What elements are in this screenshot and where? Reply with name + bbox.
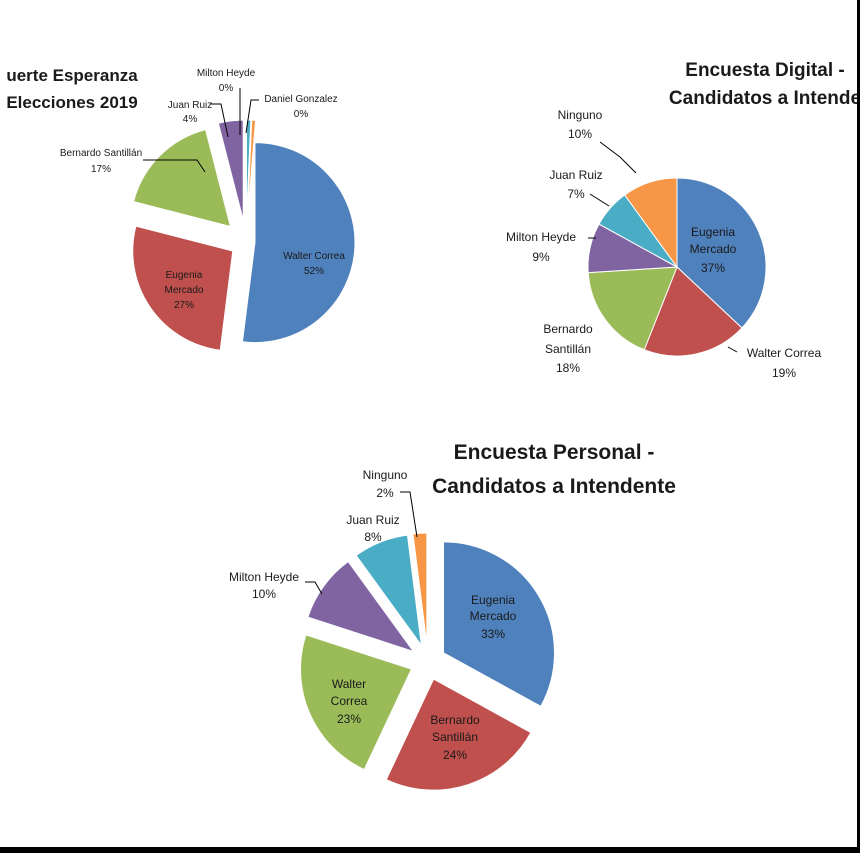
data-label-eugenia-mercado-name: Mercado xyxy=(165,285,204,296)
data-label-bernardo-santillan-name: Bernardo xyxy=(430,713,480,727)
leader-line-milton-heyde xyxy=(305,581,323,595)
data-label-walter-correa-value: 23% xyxy=(337,712,361,726)
data-label-bernardo-santillan-name: Santillán xyxy=(432,730,478,744)
data-label-milton-heyde-value: 10% xyxy=(252,587,276,601)
pie-slice-daniel-gonzalez xyxy=(246,119,257,221)
data-label-walter-correa-name: Walter xyxy=(332,677,366,691)
data-label-eugenia-mercado-name: Eugenia xyxy=(471,593,515,607)
data-label-juan-ruiz-name: Juan Ruiz xyxy=(168,100,212,111)
leader-line-walter-correa xyxy=(727,346,738,353)
data-label-daniel-gonzalez-name: Daniel Gonzalez xyxy=(264,94,337,105)
pie-slice-bernardo-santillan xyxy=(587,266,678,351)
pie-slice-eugenia-mercado xyxy=(132,225,234,351)
data-label-milton-heyde-name: Milton Heyde xyxy=(229,570,299,584)
chart-1-elecciones: uerte Esperanza Elecciones 2019 Walter Cor… xyxy=(6,66,356,351)
data-label-ninguno-name: Ninguno xyxy=(558,108,603,122)
data-label-bernardo-santillan-name: Bernardo Santillán xyxy=(60,148,142,159)
data-label-eugenia-mercado-value: 37% xyxy=(701,261,725,275)
data-label-bernardo-santillan-value: 24% xyxy=(443,748,467,762)
data-label-milton-heyde-name: Milton Heyde xyxy=(506,230,576,244)
chart-title-line-1: uerte Esperanza xyxy=(6,66,138,85)
data-label-ninguno-value: 2% xyxy=(376,486,394,500)
data-label-bernardo-santillan-value: 18% xyxy=(556,361,580,375)
data-label-eugenia-mercado-value: 33% xyxy=(481,627,505,641)
data-label-eugenia-mercado-name: Eugenia xyxy=(691,225,735,239)
chart-title-line-1: Encuesta Digital - xyxy=(685,60,844,81)
leader-line-daniel-gonzalez xyxy=(245,99,259,134)
data-label-bernardo-santillan-name: Santillán xyxy=(545,342,591,356)
pie-slice-juan-ruiz xyxy=(217,119,244,221)
data-label-eugenia-mercado-name: Eugenia xyxy=(166,270,203,281)
pie-slice-bernardo-santillan xyxy=(385,678,532,791)
pie-slice-ninguno xyxy=(623,177,678,269)
chart-title-line-2: Elecciones 2019 xyxy=(6,93,137,112)
right-border xyxy=(857,0,860,850)
data-label-ninguno-name: Ninguno xyxy=(363,468,408,482)
leader-line-juan-ruiz xyxy=(589,193,610,207)
bottom-border xyxy=(0,847,860,853)
data-label-milton-heyde-value: 0% xyxy=(219,83,234,94)
data-label-walter-correa-value: 19% xyxy=(772,366,796,380)
leader-line-ninguno xyxy=(400,491,418,538)
chart-2-encuesta-digital: Encuesta Digital - Candidatos a Intende Eu… xyxy=(506,60,860,380)
data-label-daniel-gonzalez-value: 0% xyxy=(294,109,309,120)
pie-slice-bernardo-santillan xyxy=(132,128,232,228)
pie-slice-eugenia-mercado xyxy=(442,541,555,707)
data-label-walter-correa-name: Walter Correa xyxy=(747,346,822,360)
data-label-juan-ruiz-name: Juan Ruiz xyxy=(549,168,602,182)
data-label-bernardo-santillan-name: Bernardo xyxy=(543,322,593,336)
pie-slice-milton-heyde xyxy=(245,119,252,221)
data-label-milton-heyde-value: 9% xyxy=(532,250,550,264)
chart-3-encuesta-personal: Encuesta Personal - Candidatos a Intenden… xyxy=(229,441,676,791)
pie-slice-milton-heyde xyxy=(307,560,415,653)
data-label-milton-heyde-name: Milton Heyde xyxy=(197,68,256,79)
data-label-walter-correa-value: 52% xyxy=(304,266,324,277)
leader-line-juan-ruiz xyxy=(210,103,229,138)
pie-slice-ninguno xyxy=(412,532,428,645)
chart-title-line-2: Candidatos a Intende xyxy=(669,88,860,109)
data-label-juan-ruiz-name: Juan Ruiz xyxy=(346,513,399,527)
data-label-juan-ruiz-value: 7% xyxy=(567,187,585,201)
leader-line-ninguno xyxy=(599,141,637,174)
data-label-walter-correa-name: Walter Correa xyxy=(283,251,345,262)
data-label-ninguno-value: 10% xyxy=(568,127,592,141)
chart-title-line-2: Candidatos a Intendente xyxy=(432,475,676,498)
data-label-eugenia-mercado-name: Mercado xyxy=(690,242,737,256)
data-label-bernardo-santillan-value: 17% xyxy=(91,164,111,175)
data-label-juan-ruiz-value: 8% xyxy=(364,530,382,544)
leader-line-bernardo-santillan xyxy=(143,159,206,173)
data-label-juan-ruiz-value: 4% xyxy=(183,114,198,125)
data-label-eugenia-mercado-value: 27% xyxy=(174,300,194,311)
pie-slice-walter-correa xyxy=(241,142,356,343)
pie-slice-juan-ruiz xyxy=(355,534,422,646)
pie-slice-eugenia-mercado xyxy=(676,177,767,329)
data-label-walter-correa-name: Correa xyxy=(331,694,368,708)
chart-title-line-1: Encuesta Personal - xyxy=(454,441,655,464)
pie-slice-walter-correa xyxy=(299,634,413,771)
data-label-eugenia-mercado-name: Mercado xyxy=(470,609,517,623)
